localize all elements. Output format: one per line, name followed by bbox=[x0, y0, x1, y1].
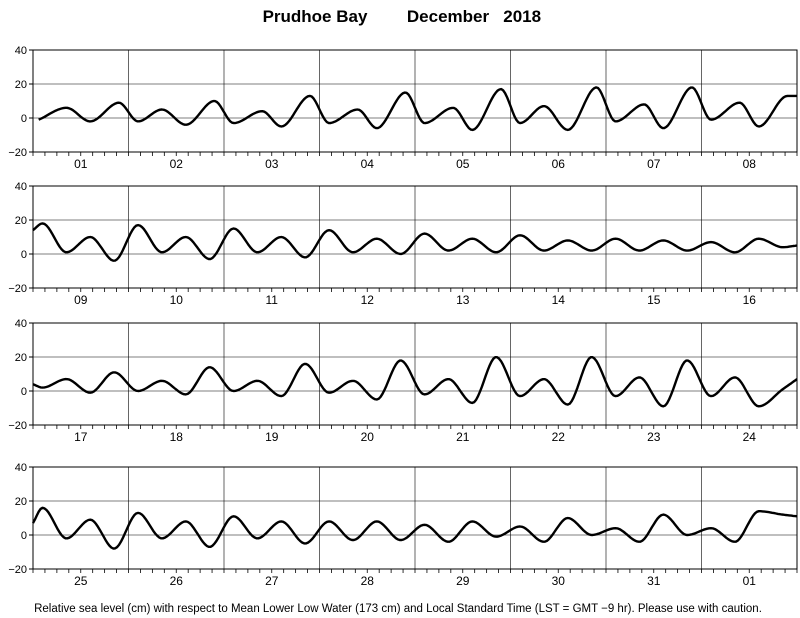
day-label: 07 bbox=[647, 157, 661, 171]
panel-2: 40 20 0 −20 09 10 11 12 13 14 15 16 bbox=[8, 181, 798, 307]
day-label: 29 bbox=[456, 574, 470, 588]
y-tick-label: 0 bbox=[21, 530, 27, 542]
day-label: 23 bbox=[647, 430, 661, 444]
day-label: 14 bbox=[552, 293, 566, 307]
y-tick-label: −20 bbox=[8, 420, 27, 432]
day-label: 30 bbox=[552, 574, 566, 588]
day-label: 16 bbox=[743, 293, 757, 307]
y-tick-label: 20 bbox=[15, 352, 27, 364]
day-label: 25 bbox=[74, 574, 88, 588]
y-tick-label: −20 bbox=[8, 564, 27, 576]
day-label: 24 bbox=[743, 430, 757, 444]
tide-curve bbox=[31, 506, 798, 550]
panel-1: 40 20 0 −20 01 02 03 04 05 06 07 08 bbox=[8, 45, 798, 171]
day-label: 09 bbox=[74, 293, 88, 307]
day-label: 27 bbox=[265, 574, 279, 588]
day-label: 13 bbox=[456, 293, 470, 307]
day-label: 19 bbox=[265, 430, 279, 444]
day-label: 11 bbox=[266, 293, 279, 307]
day-label: 10 bbox=[170, 293, 184, 307]
day-label: 28 bbox=[361, 574, 375, 588]
tide-curve bbox=[32, 356, 798, 408]
day-label: 01 bbox=[74, 157, 88, 171]
footer-note: Relative sea level (cm) with respect to … bbox=[34, 603, 762, 615]
y-tick-label: 20 bbox=[15, 79, 27, 91]
day-label: 21 bbox=[456, 430, 470, 444]
day-label: 02 bbox=[170, 157, 184, 171]
y-tick-label: 40 bbox=[15, 45, 27, 57]
y-tick-label: 20 bbox=[15, 215, 27, 227]
day-label: 08 bbox=[743, 157, 757, 171]
y-tick-label: 20 bbox=[15, 496, 27, 508]
y-tick-label: 40 bbox=[15, 318, 27, 330]
y-tick-label: −20 bbox=[8, 147, 27, 159]
day-label: 20 bbox=[361, 430, 375, 444]
day-label: 26 bbox=[170, 574, 184, 588]
y-tick-label: 40 bbox=[15, 181, 27, 193]
day-label: 22 bbox=[552, 430, 566, 444]
y-tick-label: −20 bbox=[8, 283, 27, 295]
period-title: December 2018 bbox=[407, 7, 541, 26]
station-title: Prudhoe Bay bbox=[263, 7, 368, 26]
day-label: 12 bbox=[361, 293, 375, 307]
day-label: 15 bbox=[647, 293, 661, 307]
chart-panels: 40 20 0 −20 01 02 03 04 05 06 07 08 40 20 0 −20 09 10 11 12… bbox=[8, 45, 798, 588]
day-label: 03 bbox=[265, 157, 279, 171]
tide-curve bbox=[38, 86, 797, 132]
day-label: 06 bbox=[552, 157, 566, 171]
tide-curve bbox=[32, 222, 798, 262]
day-label: 04 bbox=[361, 157, 375, 171]
y-tick-label: 40 bbox=[15, 462, 27, 474]
y-tick-label: 0 bbox=[21, 249, 27, 261]
day-label: 01 bbox=[743, 574, 757, 588]
day-label: 17 bbox=[74, 430, 88, 444]
y-tick-label: 0 bbox=[21, 113, 27, 125]
panel-3: 40 20 0 −20 17 18 19 20 21 22 23 24 bbox=[8, 318, 798, 444]
day-label: 05 bbox=[456, 157, 470, 171]
day-label: 18 bbox=[170, 430, 184, 444]
y-tick-label: 0 bbox=[21, 386, 27, 398]
day-label: 31 bbox=[647, 574, 661, 588]
panel-4: 40 20 0 −20 25 26 27 28 29 30 31 01 bbox=[8, 462, 798, 588]
